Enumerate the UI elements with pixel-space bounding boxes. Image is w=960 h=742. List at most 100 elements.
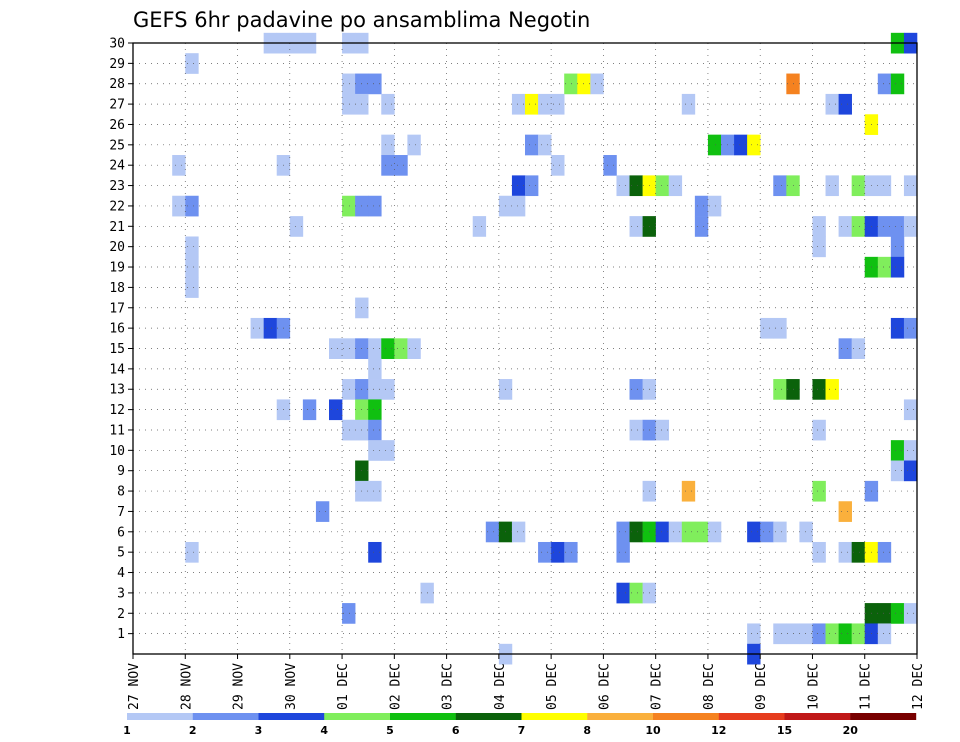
y-tick-label: 18 [109,281,125,296]
heatmap-cell [890,216,905,237]
colorbar-label: 12 [711,724,726,737]
y-tick-label: 23 [109,179,125,194]
heatmap-cell [525,93,539,115]
heatmap-cell [812,216,826,237]
heatmap-cell [185,236,199,258]
heatmap-cell [394,155,408,176]
heatmap-cell [773,379,787,400]
heatmap-cell [760,317,774,339]
heatmap-cell [368,73,382,95]
heatmap-cell [747,521,761,543]
heatmap-cell [812,623,826,645]
heatmap-cell [329,338,343,359]
heatmap-cell [172,155,186,176]
chart-title: GEFS 6hr padavine po ansamblima Negotin [133,8,590,32]
heatmap-cell [368,399,382,421]
heatmap-cell [694,195,709,217]
heatmap-cell [773,521,787,543]
heatmap-cell [185,541,199,563]
y-tick-label: 3 [117,586,125,601]
heatmap-cell [551,155,565,176]
colorbar-swatch [455,713,522,720]
y-tick-label: 22 [109,199,125,214]
y-tick-label: 6 [117,525,125,540]
heatmap-cell [342,338,356,359]
heatmap-cell [185,256,199,278]
heatmap-cell [825,623,839,645]
heatmap-cell [838,93,852,115]
heatmap-cell [747,623,761,645]
heatmap-cell [629,419,643,441]
y-tick-label: 11 [109,423,125,438]
heatmap-cell [616,582,630,604]
heatmap-cell [838,541,852,563]
y-tick-label: 25 [109,138,125,153]
heatmap-cell [655,175,670,197]
heatmap-cell [903,216,918,237]
heatmap-cell [668,521,683,543]
colorbar-label: 8 [583,724,591,737]
colorbar-swatch [258,713,325,720]
y-tick-label: 8 [117,485,125,500]
heatmap-cell [342,603,356,624]
heatmap-cell [551,541,565,563]
heatmap-cell [538,541,552,563]
y-tick-label: 28 [109,77,125,92]
y-tick-label: 9 [117,464,125,479]
heatmap-cell [851,623,866,645]
heatmap-cell [799,521,813,543]
heatmap-cell [812,480,826,502]
y-tick-label: 17 [109,301,125,316]
heatmap-cell [707,134,722,156]
heatmap-cell [903,175,918,197]
colorbar-swatch [390,713,456,720]
y-tick-label: 7 [117,505,125,520]
heatmap-cell [185,53,199,74]
heatmap-cell [903,317,918,339]
x-tick-label: 04 DEC [493,663,508,710]
heatmap-cell [707,195,722,217]
heatmap-cell [302,399,317,421]
heatmap-cell [655,521,670,543]
heatmap-cell [851,175,866,197]
heatmap-cell [747,134,761,156]
x-tick-label: 03 DEC [441,663,456,710]
heatmap-cell [368,338,382,359]
heatmap-cell [342,419,356,441]
heatmap-cell [381,379,395,400]
colorbar-label: 3 [255,724,263,737]
heatmap-cell [185,195,199,217]
heatmap-cell [250,317,264,339]
heatmap-cell [890,73,905,95]
heatmap-cell [538,134,552,156]
x-tick-label: 06 DEC [597,663,612,710]
x-tick-label: 10 DEC [807,663,822,710]
y-tick-label: 16 [109,322,125,337]
x-tick-label: 01 DEC [336,663,351,710]
colorbar-swatch [784,713,851,720]
heatmap-cell [263,317,278,339]
heatmap-cell [812,541,826,563]
colorbar-label: 4 [320,724,328,737]
heatmap-cell [890,256,905,278]
heatmap-cell [838,501,852,522]
heatmap-cell [342,73,356,95]
heatmap-cell [368,419,382,441]
heatmap-cell [681,521,696,543]
colorbar-label: 10 [645,724,661,737]
heatmap-cell [564,541,578,563]
heatmap-cell [773,317,787,339]
y-tick-label: 26 [109,118,125,133]
colorbar-swatch [324,713,391,720]
colorbar-swatch [653,713,719,720]
colorbar-label: 15 [777,724,792,737]
heatmap-cell [877,541,892,563]
heatmap-cell [381,440,395,461]
heatmap-cell [472,216,487,237]
heatmap-cell [368,480,382,502]
heatmap-cell [381,93,395,115]
y-tick-label: 13 [109,383,125,398]
x-tick-label: 12 DEC [911,663,926,710]
heatmap-cell [511,93,526,115]
y-tick-label: 21 [109,220,125,235]
